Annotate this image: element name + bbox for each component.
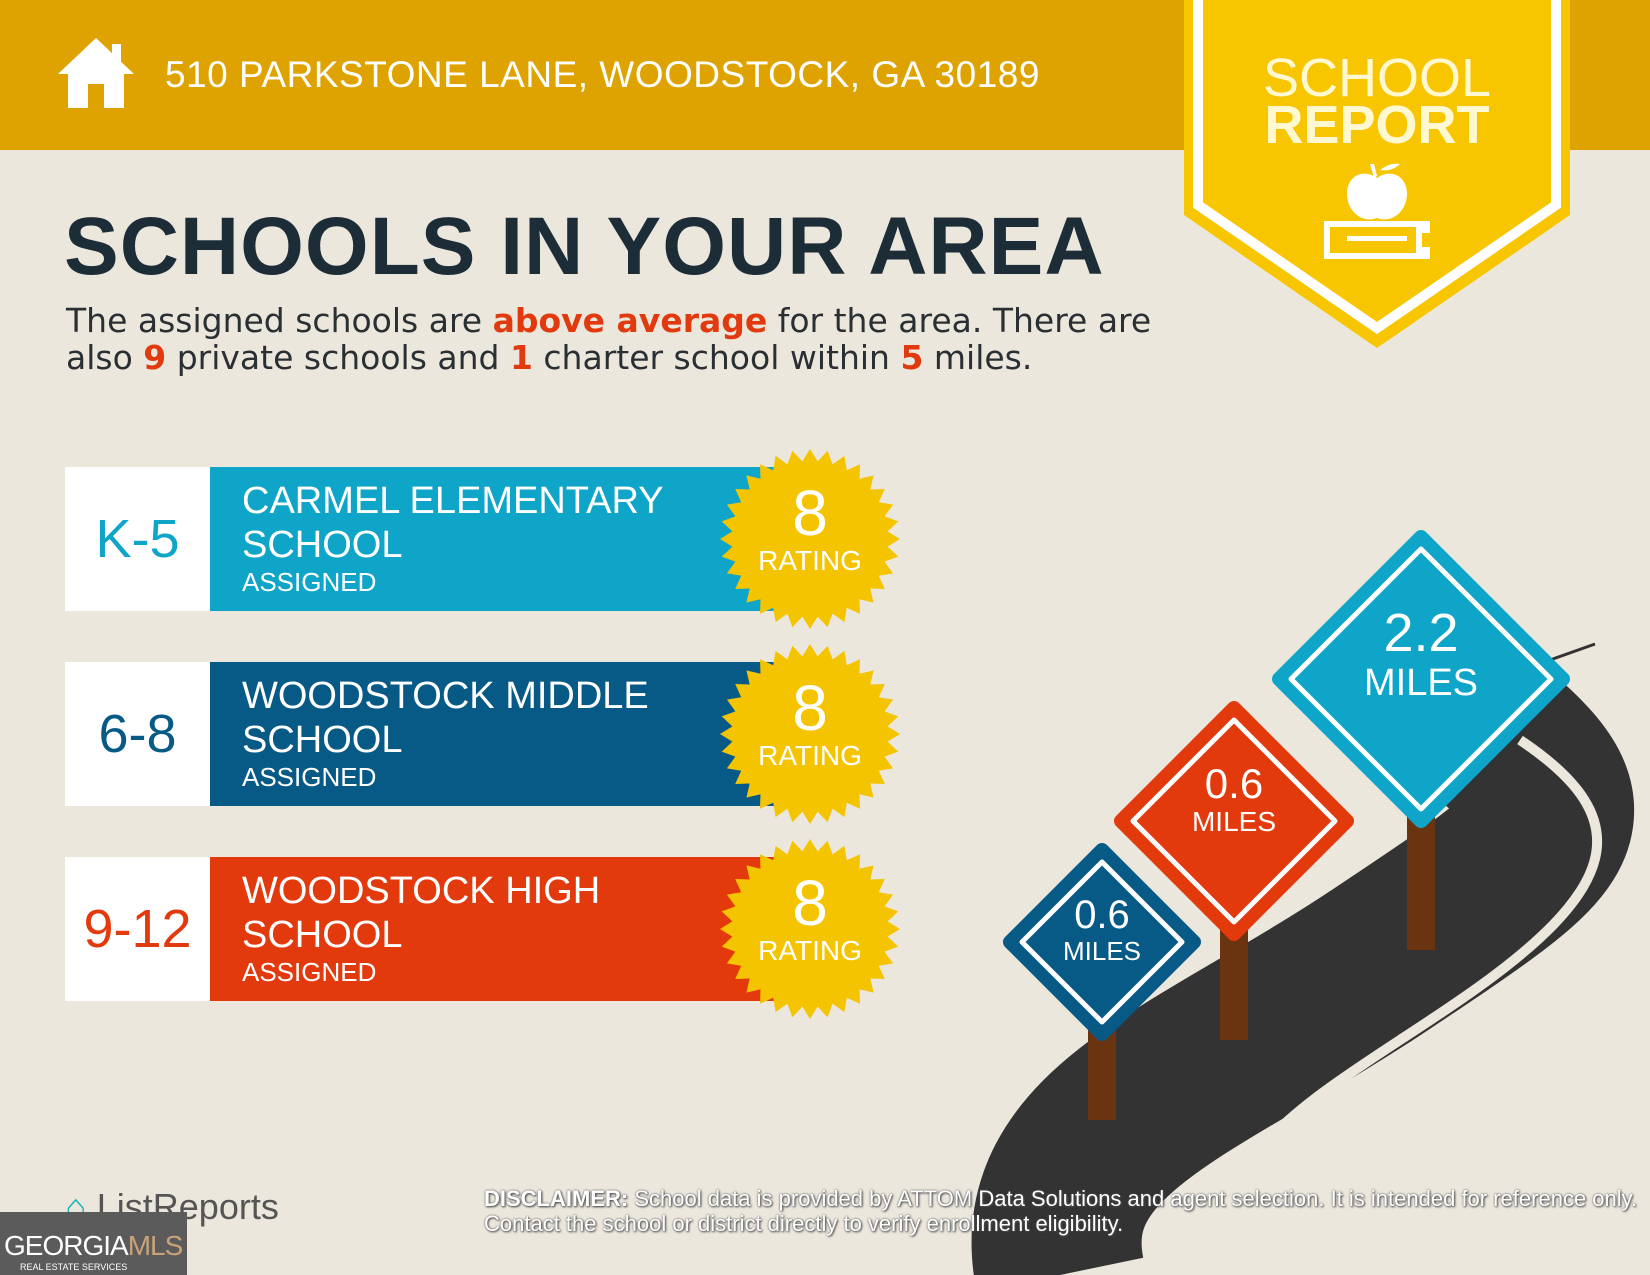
distance-sign: [1114, 701, 1354, 941]
summary-text: The assigned schools are above average f…: [66, 301, 1152, 377]
badge-line1: SCHOOL: [1262, 48, 1492, 108]
rating-seal-icon: [720, 839, 900, 1019]
distance-sign: [1272, 530, 1570, 828]
georgia-mls-logo: GEORGIAMLS REAL ESTATE SERVICES: [0, 1212, 187, 1275]
rating-badge: 8 RATING: [758, 867, 862, 966]
distance-sign: [1003, 843, 1201, 1041]
school-name-2: SCHOOL: [242, 719, 403, 761]
school-name-2: SCHOOL: [242, 914, 403, 956]
school-status: ASSIGNED: [242, 567, 377, 597]
school-report-badge: [1184, 0, 1570, 348]
school-name: CARMEL ELEMENTARY: [242, 480, 664, 522]
school-name-2: SCHOOL: [242, 524, 403, 566]
school-row[interactable]: 6-8 WOODSTOCK MIDDLE SCHOOL ASSIGNED 8 RATI…: [65, 644, 900, 824]
distance-label: 0.6 MILES: [1062, 893, 1142, 967]
school-name: WOODSTOCK HIGH: [242, 870, 601, 912]
school-status: ASSIGNED: [242, 762, 377, 792]
rating-seal-icon: [720, 644, 900, 824]
disclaimer: DISCLAIMER: School data is provided by A…: [484, 1186, 1638, 1236]
page-title: SCHOOLS IN YOUR AREA: [64, 201, 1105, 292]
distance-label: 0.6 MILES: [1191, 760, 1277, 838]
grade-range: 6-8: [65, 662, 210, 806]
grade-range: 9-12: [65, 857, 210, 1001]
school-row[interactable]: 9-12 WOODSTOCK HIGH SCHOOL ASSIGNED 8 RATIN…: [65, 839, 900, 1019]
badge-line2: REPORT: [1264, 95, 1490, 155]
rating-badge: 8 RATING: [758, 477, 862, 576]
school-row[interactable]: K-5 CARMEL ELEMENTARY SCHOOL ASSIGNED 8 RAT…: [65, 449, 900, 629]
house-icon: [58, 38, 134, 108]
rating-badge: 8 RATING: [758, 672, 862, 771]
rating-seal-icon: [720, 449, 900, 629]
school-name: WOODSTOCK MIDDLE: [242, 675, 649, 717]
apple-on-book-icon: [1324, 163, 1430, 259]
grade-range: K-5: [65, 467, 210, 611]
property-address: 510 PARKSTONE LANE, WOODSTOCK, GA 30189: [165, 54, 1040, 95]
school-status: ASSIGNED: [242, 957, 377, 987]
distance-label: 2.2 MILES: [1363, 603, 1479, 704]
